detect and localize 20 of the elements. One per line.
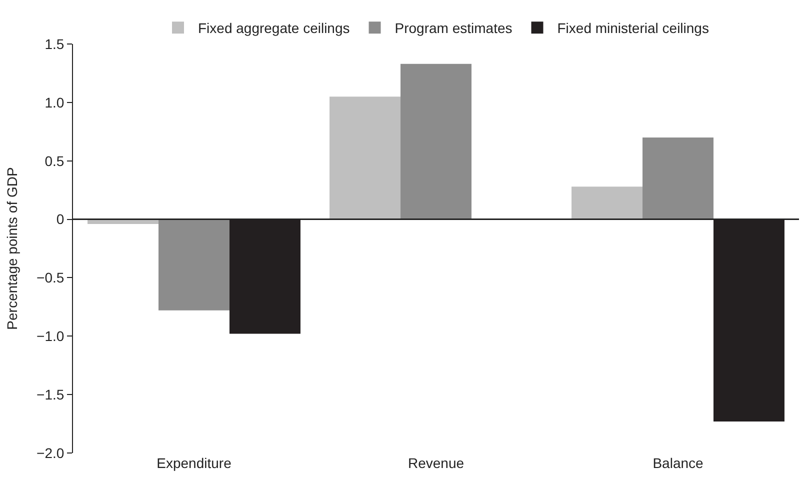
y-tick-label: −1.5 (36, 386, 64, 402)
bar (642, 137, 714, 220)
y-tick-label: 1.5 (44, 36, 64, 52)
y-tick-label: 1.0 (44, 94, 64, 110)
bar (330, 96, 401, 220)
bar (158, 219, 230, 310)
y-tick-label: −1.0 (36, 328, 64, 344)
legend-label: Program estimates (394, 20, 512, 36)
legend-label: Fixed aggregate ceilings (198, 20, 350, 36)
y-tick-label: −0.5 (36, 270, 64, 286)
bar (572, 186, 643, 220)
bar (400, 64, 472, 220)
y-tick-label: 0.5 (44, 152, 64, 169)
legend-label: Fixed ministerial ceilings (557, 20, 709, 36)
y-axis-title: Percentage points of GDP (4, 167, 20, 330)
y-tick-label: 0 (56, 211, 64, 228)
x-tick-label: Expenditure (156, 455, 232, 471)
x-tick-label: Revenue (408, 455, 464, 471)
y-tick-label: −2.0 (36, 444, 64, 461)
x-tick-label: Balance (652, 455, 704, 471)
